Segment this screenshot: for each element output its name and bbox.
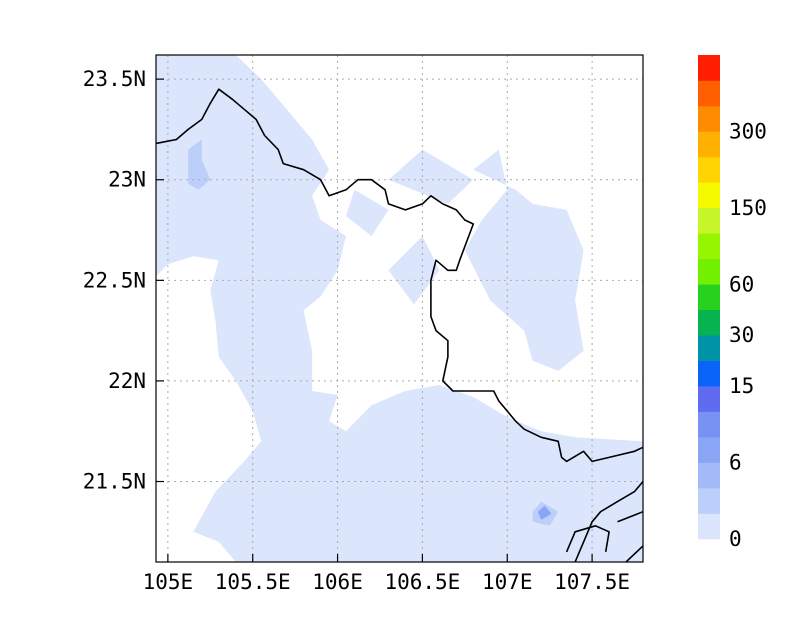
colorbar-swatch — [698, 131, 720, 158]
longitude-axis: 105E 105.5E 106E 106.5E 107E 107.5E — [143, 554, 630, 594]
colorbar-swatch — [698, 488, 720, 514]
precip-region — [388, 236, 440, 305]
border-line — [156, 88, 643, 463]
precip-region — [346, 189, 389, 237]
colorbar-swatch — [698, 360, 720, 387]
x-tick-label: 105.5E — [215, 570, 291, 594]
border-line — [565, 524, 610, 553]
precip-region — [464, 149, 584, 371]
colorbar-swatch — [698, 105, 720, 132]
colorbar-swatch — [698, 156, 720, 183]
map-plot-area — [156, 55, 643, 562]
precip-region — [388, 149, 474, 204]
country-borders — [156, 88, 643, 562]
colorbar-label: 6 — [729, 451, 742, 475]
border-line — [617, 510, 643, 523]
colorbar-label: 300 — [729, 119, 767, 143]
colorbar-swatch — [698, 335, 720, 361]
x-tick-label: 107.5E — [554, 570, 630, 594]
y-tick-label: 22.5N — [83, 268, 146, 292]
precip-region-medium — [188, 139, 211, 190]
colorbar-swatch — [698, 233, 720, 260]
precip-region — [156, 55, 643, 562]
colorbar-swatch — [698, 284, 720, 311]
colorbar-swatch — [698, 309, 720, 336]
colorbar-swatch — [698, 513, 720, 540]
colorbar-swatch — [698, 411, 720, 438]
colorbar-swatch — [698, 207, 720, 234]
colorbar-swatch — [698, 386, 720, 412]
colorbar-label: 150 — [729, 196, 767, 220]
colorbar-swatch — [698, 80, 720, 107]
colorbar-label: 30 — [729, 323, 754, 347]
colorbar-label: 0 — [729, 527, 742, 551]
colorbar-label: 60 — [729, 272, 754, 296]
map-gridlines — [156, 55, 643, 562]
x-tick-label: 106E — [312, 570, 363, 594]
y-tick-label: 23N — [108, 168, 146, 192]
x-tick-label: 106.5E — [384, 570, 460, 594]
colorbar-swatch — [698, 437, 720, 463]
y-tick-label: 22N — [108, 369, 146, 393]
x-tick-label: 105E — [143, 570, 194, 594]
precip-region — [244, 79, 262, 96]
precip-region-high — [537, 505, 552, 520]
colorbar-label: 15 — [729, 374, 754, 398]
colorbar: 0 6 15 30 60 150 300 — [698, 55, 767, 551]
x-tick-label: 107E — [482, 570, 533, 594]
colorbar-swatch — [698, 55, 720, 81]
latitude-axis: 23.5N 23N 22.5N 22N 21.5N — [83, 67, 164, 494]
y-tick-label: 21.5N — [83, 470, 146, 494]
border-line — [625, 545, 643, 562]
colorbar-swatch — [698, 462, 720, 489]
border-line — [574, 480, 643, 562]
colorbar-swatch — [698, 258, 720, 285]
map-frame — [155, 54, 644, 563]
y-tick-label: 23.5N — [83, 67, 146, 91]
colorbar-swatch — [698, 182, 720, 209]
